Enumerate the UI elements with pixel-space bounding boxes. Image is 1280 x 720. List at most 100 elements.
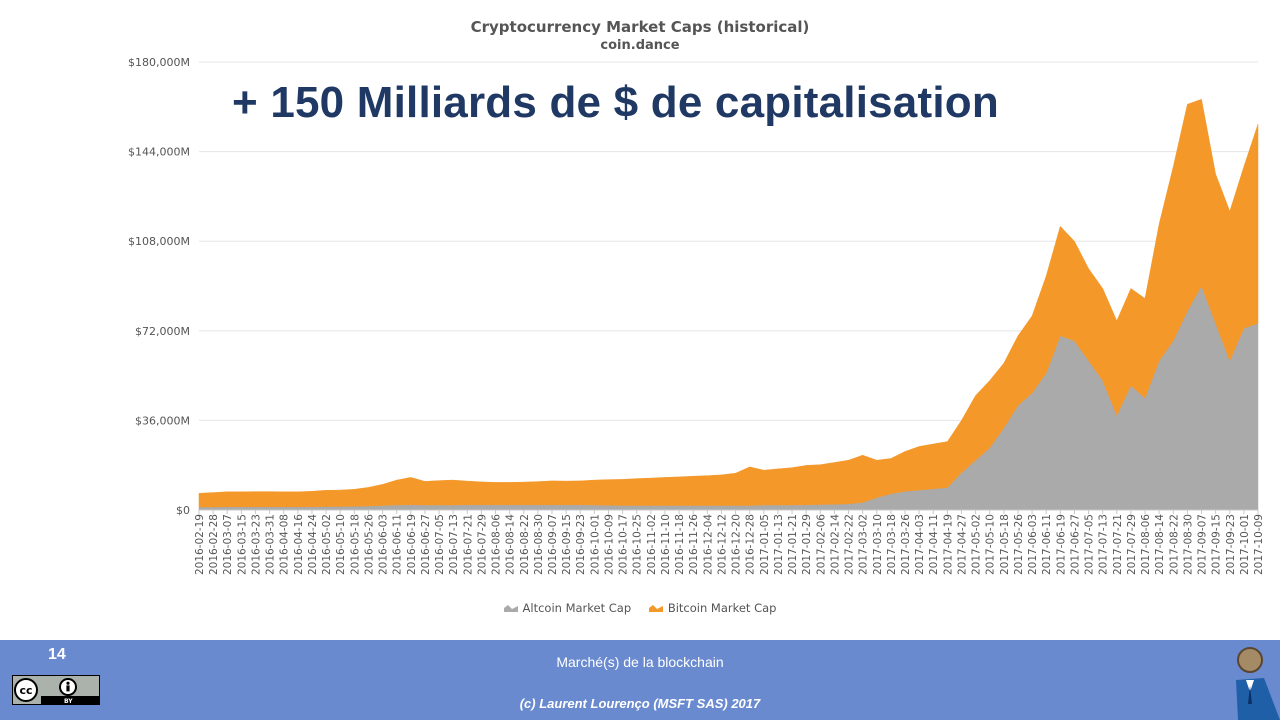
legend-item-altcoin[interactable]: Altcoin Market Cap bbox=[503, 601, 632, 615]
y-axis: $0 $36,000M $72,000M $108,000M $144,000M $180… bbox=[128, 56, 190, 517]
x-tick-label: 2016-03-23 bbox=[250, 514, 262, 575]
x-tick-label: 2016-07-13 bbox=[448, 514, 460, 575]
x-tick-label: 2016-10-17 bbox=[618, 514, 630, 575]
legend-label-bitcoin: Bitcoin Market Cap bbox=[667, 601, 777, 615]
x-tick-label: 2016-03-31 bbox=[265, 514, 277, 575]
x-tick-label: 2016-09-15 bbox=[561, 514, 573, 575]
x-tick-label: 2016-05-26 bbox=[363, 514, 375, 575]
x-tick-label: 2016-07-05 bbox=[434, 514, 446, 575]
x-tick-label: 2017-08-22 bbox=[1168, 514, 1180, 575]
x-tick-label: 2016-07-21 bbox=[462, 514, 474, 575]
y-tick-label: $180,000M bbox=[128, 56, 190, 69]
x-tick-label: 2016-09-23 bbox=[575, 514, 587, 575]
x-tick-label: 2016-11-02 bbox=[646, 514, 658, 575]
chart-subtitle: coin.dance bbox=[600, 38, 680, 53]
x-tick-label: 2017-08-06 bbox=[1140, 514, 1152, 575]
chart-title: Cryptocurrency Market Caps (historical) bbox=[470, 18, 810, 36]
x-tick-label: 2016-05-02 bbox=[321, 514, 333, 575]
x-tick-label: 2016-05-10 bbox=[335, 514, 347, 575]
x-tick-label: 2016-04-08 bbox=[279, 514, 291, 575]
slide-footer: 14 Marché(s) de la blockchain (c) Lauren… bbox=[0, 640, 1280, 720]
x-tick-label: 2016-10-01 bbox=[589, 514, 601, 575]
x-tick-label: 2016-12-20 bbox=[731, 514, 743, 575]
x-tick-label: 2016-08-06 bbox=[491, 514, 503, 575]
y-tick-label: $144,000M bbox=[128, 146, 190, 159]
x-tick-label: 2016-11-10 bbox=[660, 514, 672, 575]
x-tick-label: 2016-12-12 bbox=[716, 514, 728, 575]
x-tick-label: 2017-06-03 bbox=[1027, 514, 1039, 575]
x-tick-label: 2017-05-02 bbox=[971, 514, 983, 575]
x-tick-label: 2017-03-26 bbox=[900, 514, 912, 575]
legend-label-altcoin: Altcoin Market Cap bbox=[522, 601, 632, 615]
x-tick-label: 2016-08-30 bbox=[533, 514, 545, 575]
chart-legend: Altcoin Market Cap Bitcoin Market Cap bbox=[0, 601, 1280, 615]
x-tick-label: 2017-06-11 bbox=[1041, 514, 1053, 575]
x-tick-label: 2016-06-11 bbox=[392, 514, 404, 575]
x-tick-label: 2017-07-05 bbox=[1084, 514, 1096, 575]
x-tick-label: 2017-05-18 bbox=[999, 514, 1011, 575]
x-tick-label: 2017-03-10 bbox=[872, 514, 884, 575]
y-tick-label: $108,000M bbox=[128, 235, 190, 248]
x-tick-label: 2016-08-14 bbox=[505, 514, 517, 575]
market-cap-chart: $0 $36,000M $72,000M $108,000M $144,000M $180… bbox=[128, 56, 1265, 575]
x-tick-label: 2016-11-26 bbox=[688, 514, 700, 575]
x-tick-label: 2016-02-19 bbox=[194, 514, 206, 575]
x-tick-label: 2017-07-29 bbox=[1126, 514, 1138, 575]
x-tick-label: 2017-01-29 bbox=[801, 514, 813, 575]
attribution-icon bbox=[59, 678, 77, 696]
x-tick-label: 2017-03-18 bbox=[886, 514, 898, 575]
x-axis: 2016-02-19 2016-02-28 2016-03-07 2016-03-15… bbox=[194, 509, 1265, 575]
x-tick-label: 2017-09-15 bbox=[1211, 514, 1223, 575]
legend-item-bitcoin[interactable]: Bitcoin Market Cap bbox=[648, 601, 777, 615]
x-tick-label: 2016-04-16 bbox=[293, 514, 305, 575]
x-tick-label: 2016-11-18 bbox=[674, 514, 686, 575]
x-tick-label: 2016-06-19 bbox=[406, 514, 418, 575]
x-tick-label: 2017-03-02 bbox=[858, 514, 870, 575]
x-tick-label: 2017-06-19 bbox=[1055, 514, 1067, 575]
x-tick-label: 2017-07-21 bbox=[1112, 514, 1124, 575]
x-tick-label: 2017-01-21 bbox=[787, 514, 799, 575]
x-tick-label: 2016-07-29 bbox=[476, 514, 488, 575]
x-tick-label: 2016-12-28 bbox=[745, 514, 757, 575]
slide-headline: + 150 Milliards de $ de capitalisation bbox=[232, 78, 999, 127]
x-tick-label: 2016-09-07 bbox=[547, 514, 559, 575]
x-tick-label: 2017-01-05 bbox=[759, 514, 771, 575]
y-tick-label: $72,000M bbox=[135, 325, 190, 338]
footer-copyright: (c) Laurent Lourenço (MSFT SAS) 2017 bbox=[519, 696, 761, 711]
x-tick-label: 2016-08-22 bbox=[519, 514, 531, 575]
x-tick-label: 2016-06-03 bbox=[378, 514, 390, 575]
cc-by-text: BY bbox=[64, 698, 73, 705]
x-tick-label: 2016-12-04 bbox=[702, 514, 714, 575]
x-tick-label: 2017-10-01 bbox=[1239, 514, 1251, 575]
x-tick-label: 2016-06-27 bbox=[420, 514, 432, 575]
footer-title: Marché(s) de la blockchain bbox=[556, 654, 724, 670]
x-tick-label: 2017-10-09 bbox=[1253, 514, 1265, 575]
x-tick-label: 2016-02-28 bbox=[208, 514, 220, 575]
x-tick-label: 2017-02-22 bbox=[844, 514, 856, 575]
x-tick-label: 2017-09-07 bbox=[1197, 514, 1209, 575]
x-tick-label: 2017-05-26 bbox=[1013, 514, 1025, 575]
x-tick-label: 2016-05-18 bbox=[349, 514, 361, 575]
area-series-bitcoin[interactable] bbox=[198, 98, 1259, 508]
x-tick-label: 2016-10-25 bbox=[632, 514, 644, 575]
x-tick-label: 2017-04-03 bbox=[914, 514, 926, 575]
x-tick-label: 2017-08-14 bbox=[1154, 514, 1166, 575]
x-tick-label: 2017-01-13 bbox=[773, 514, 785, 575]
slide-number: 14 bbox=[48, 646, 66, 663]
x-tick-label: 2017-06-27 bbox=[1069, 514, 1081, 575]
x-tick-label: 2017-09-23 bbox=[1225, 514, 1237, 575]
x-tick-label: 2017-02-14 bbox=[829, 514, 841, 575]
x-tick-label: 2017-04-27 bbox=[956, 514, 968, 575]
x-tick-label: 2016-03-07 bbox=[222, 514, 234, 575]
cc-icon: cc bbox=[14, 678, 38, 702]
legend-area-icon-altcoin bbox=[503, 605, 518, 612]
x-tick-label: 2017-07-13 bbox=[1098, 514, 1110, 575]
legend-area-icon-bitcoin bbox=[648, 605, 663, 612]
cc-by-license-badge: cc BY bbox=[12, 675, 100, 705]
x-tick-label: 2016-03-15 bbox=[236, 514, 248, 575]
y-tick-label: $36,000M bbox=[135, 414, 190, 427]
x-tick-label: 2016-04-24 bbox=[307, 514, 319, 575]
x-tick-label: 2017-04-11 bbox=[928, 514, 940, 575]
y-tick-label: $0 bbox=[176, 504, 190, 517]
x-tick-label: 2017-04-19 bbox=[942, 514, 954, 575]
